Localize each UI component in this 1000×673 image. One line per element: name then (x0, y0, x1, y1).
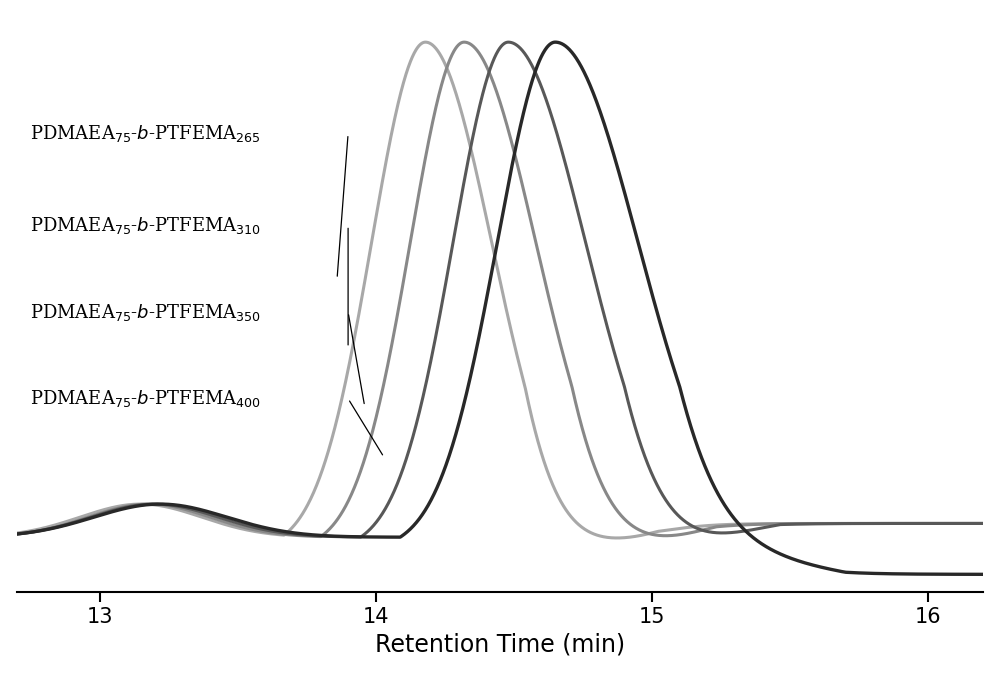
X-axis label: Retention Time (min): Retention Time (min) (375, 633, 625, 656)
Text: PDMAEA$_{75}$-$\it{b}$-PTFEMA$_{310}$: PDMAEA$_{75}$-$\it{b}$-PTFEMA$_{310}$ (30, 215, 261, 236)
Text: PDMAEA$_{75}$-$\it{b}$-PTFEMA$_{400}$: PDMAEA$_{75}$-$\it{b}$-PTFEMA$_{400}$ (30, 388, 261, 409)
Text: PDMAEA$_{75}$-$\it{b}$-PTFEMA$_{265}$: PDMAEA$_{75}$-$\it{b}$-PTFEMA$_{265}$ (30, 123, 261, 144)
Text: PDMAEA$_{75}$-$\it{b}$-PTFEMA$_{350}$: PDMAEA$_{75}$-$\it{b}$-PTFEMA$_{350}$ (30, 302, 261, 322)
